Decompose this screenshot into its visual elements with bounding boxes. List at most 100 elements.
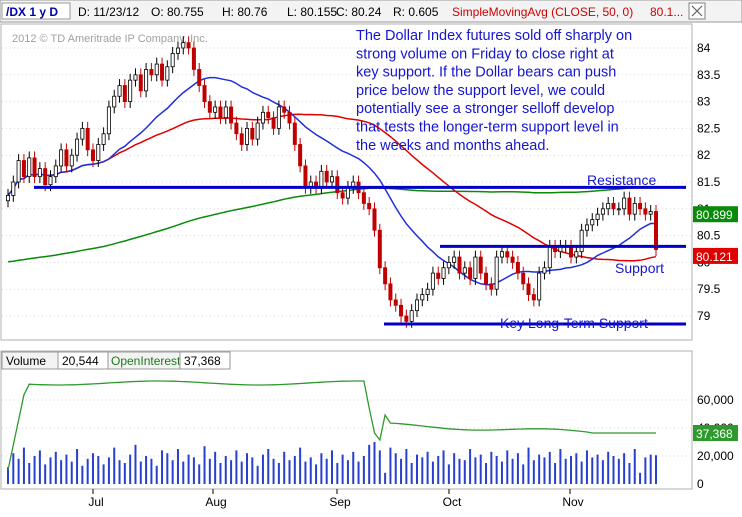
level-lines — [34, 185, 686, 326]
candle — [468, 261, 473, 285]
candle-body — [590, 219, 595, 226]
volume-bar — [548, 451, 551, 484]
candle-body — [537, 272, 542, 301]
annotation-line: key support. If the Dollar bears can pus… — [356, 65, 616, 81]
volume-bar — [70, 461, 73, 484]
candle — [21, 154, 26, 184]
candle — [627, 191, 632, 221]
candle-body — [330, 176, 334, 183]
symbol-box[interactable] — [1, 2, 71, 20]
volume-bar — [65, 454, 68, 484]
volume-bar — [230, 460, 233, 484]
volume-bar — [267, 449, 270, 484]
y-tick-label: 82.5 — [697, 121, 721, 135]
candle — [16, 154, 21, 189]
volume-bar — [150, 458, 153, 484]
candle — [75, 132, 80, 162]
annotation-line: strong volume on Friday to close right a… — [356, 46, 614, 62]
candle-body — [340, 192, 345, 199]
volume-bar — [293, 456, 296, 484]
volume-bar — [208, 458, 211, 484]
sma-50-flag-text: 80.121 — [696, 250, 733, 264]
volume-bar — [453, 453, 456, 484]
volume-bar — [28, 463, 31, 484]
candle-body — [80, 127, 85, 140]
volume-bar — [495, 456, 498, 484]
volume-bar — [538, 454, 541, 484]
candle-body — [473, 256, 478, 279]
candle-body — [643, 208, 648, 215]
volume-bar — [192, 457, 195, 484]
volume-bar — [283, 451, 286, 484]
open-interest-label: OpenInterest — [111, 354, 181, 368]
volume-bar — [532, 460, 535, 484]
candle-body — [149, 69, 154, 76]
x-tick-label: Aug — [205, 495, 226, 509]
candle — [579, 223, 584, 259]
candle-body — [154, 63, 159, 76]
candle — [186, 36, 191, 55]
candle — [584, 218, 589, 237]
candle-body — [574, 251, 579, 258]
copyright-text: 2012 © TD Ameritrade IP Company, Inc. — [12, 33, 208, 45]
volume-panel — [0, 350, 693, 490]
candle-body — [165, 66, 170, 81]
volume-bar — [203, 446, 206, 484]
candle-body — [600, 208, 605, 215]
y-tick-label: 79.5 — [697, 282, 721, 296]
volume-bar — [81, 465, 84, 484]
volume-bar — [60, 460, 63, 484]
candle — [133, 68, 138, 87]
candle-body — [37, 168, 42, 178]
candle — [292, 116, 297, 151]
volume-bar — [368, 444, 371, 484]
candle-body — [399, 304, 404, 317]
candle — [37, 162, 42, 184]
volume-bar — [12, 453, 15, 484]
candle-body — [250, 127, 255, 140]
candles — [6, 36, 658, 328]
candle-body — [11, 181, 16, 196]
volume-bar — [49, 457, 52, 484]
candle-body — [638, 203, 643, 210]
long-term-support-label: Key Long-Term Support — [500, 315, 648, 331]
volume-bar — [522, 464, 525, 484]
price-axis: 8483.58382.58281.58180.58079.57980.89980… — [693, 41, 738, 323]
candle-body — [122, 85, 127, 102]
candle — [11, 175, 16, 202]
open-interest-path — [7, 380, 656, 471]
y-tick-label: 83 — [697, 95, 711, 109]
candle-body — [229, 106, 234, 124]
candle — [64, 143, 69, 173]
volume-bar — [76, 449, 79, 484]
candle — [537, 266, 542, 307]
candle-body — [404, 315, 409, 322]
volume-bar — [44, 464, 47, 484]
candle-body — [276, 106, 281, 129]
volume-bar — [458, 458, 461, 484]
volume-bar — [601, 460, 604, 484]
candle — [207, 95, 212, 119]
candle-body — [430, 272, 435, 290]
candle — [80, 121, 85, 146]
y-tick-label: 80.5 — [697, 229, 721, 243]
volume-bar — [214, 451, 217, 484]
volume-bar — [118, 460, 121, 484]
price-grid — [2, 47, 691, 317]
candle — [399, 298, 404, 323]
candle — [484, 266, 489, 291]
candle — [287, 105, 292, 130]
candle — [282, 100, 287, 119]
candle — [117, 79, 122, 103]
candle-body — [21, 160, 26, 178]
volume-bar — [107, 457, 110, 484]
open-interest-flag-text: 37,368 — [696, 427, 733, 441]
candle — [154, 57, 159, 82]
volume-header-label: Volume — [6, 354, 46, 368]
candle — [393, 293, 398, 312]
candle-body — [319, 170, 324, 188]
candle — [616, 202, 621, 216]
candle — [452, 250, 457, 269]
candle — [250, 121, 255, 146]
